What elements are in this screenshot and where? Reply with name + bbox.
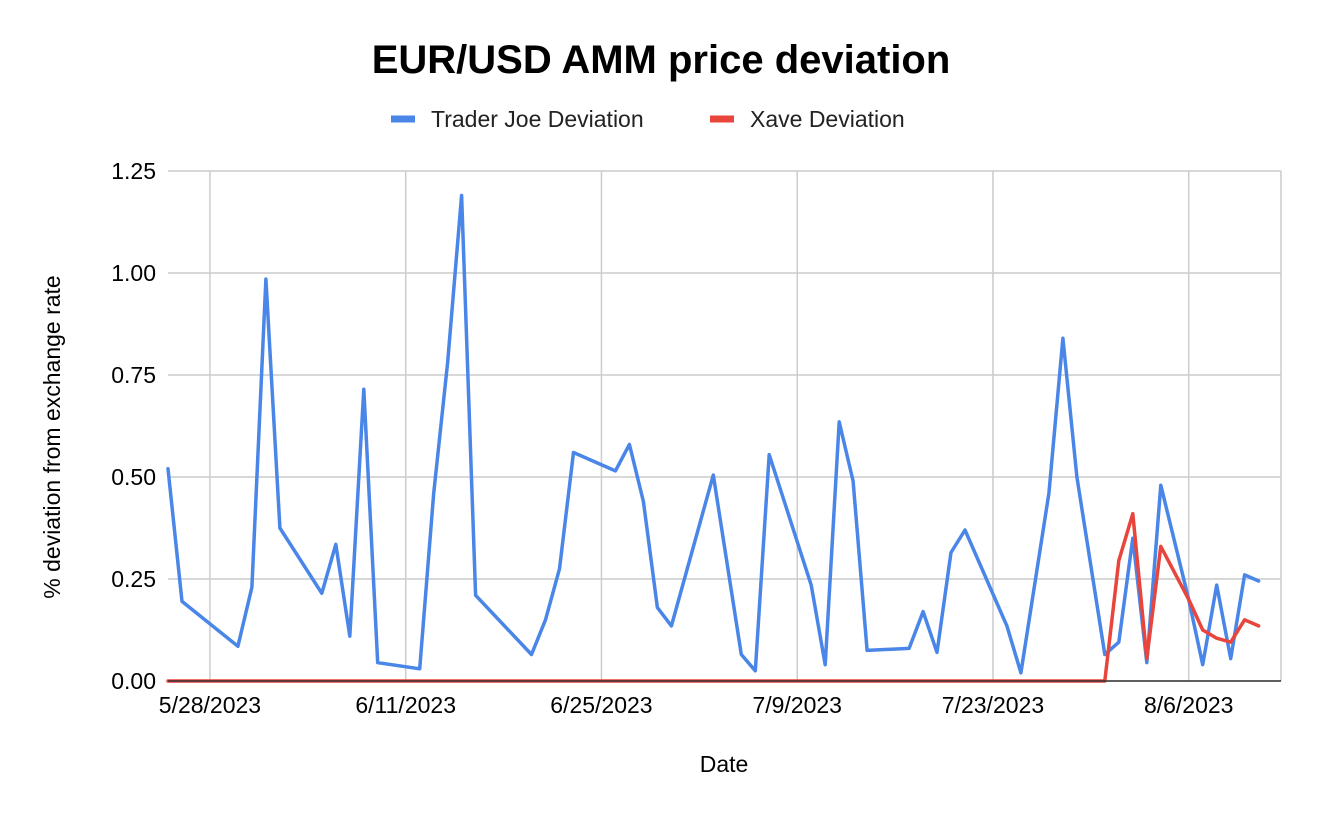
x-gridlines bbox=[209, 171, 1282, 681]
x-tick-label: 7/23/2023 bbox=[942, 692, 1044, 718]
y-tick-label: 0.00 bbox=[111, 668, 156, 694]
x-tick-label: 6/25/2023 bbox=[550, 692, 652, 718]
y-tick-labels: 0.00 0.25 0.50 0.75 1.00 1.25 bbox=[111, 158, 156, 694]
y-axis-title: % deviation from exchange rate bbox=[39, 275, 65, 598]
series-layer bbox=[166, 193, 1261, 683]
y-tick-label: 0.50 bbox=[111, 464, 156, 490]
series-line-trader-joe bbox=[166, 193, 1261, 675]
x-tick-label: 8/6/2023 bbox=[1144, 692, 1234, 718]
x-tick-label: 7/9/2023 bbox=[752, 692, 842, 718]
legend-label-trader-joe: Trader Joe Deviation bbox=[431, 106, 644, 132]
x-axis-title: Date bbox=[700, 751, 749, 777]
y-tick-label: 0.25 bbox=[111, 566, 156, 592]
chart-title: EUR/USD AMM price deviation bbox=[372, 38, 951, 82]
y-tick-label: 1.25 bbox=[111, 158, 156, 184]
y-tick-label: 0.75 bbox=[111, 362, 156, 388]
legend: Trader Joe Deviation Xave Deviation bbox=[391, 106, 905, 132]
x-tick-label: 5/28/2023 bbox=[159, 692, 261, 718]
legend-label-xave: Xave Deviation bbox=[750, 106, 905, 132]
series-line-xave bbox=[166, 511, 1261, 683]
x-tick-label: 6/11/2023 bbox=[355, 692, 456, 718]
y-tick-label: 1.00 bbox=[111, 260, 156, 286]
x-tick-labels: 5/28/2023 6/11/2023 6/25/2023 7/9/2023 7/23/… bbox=[159, 692, 1234, 718]
